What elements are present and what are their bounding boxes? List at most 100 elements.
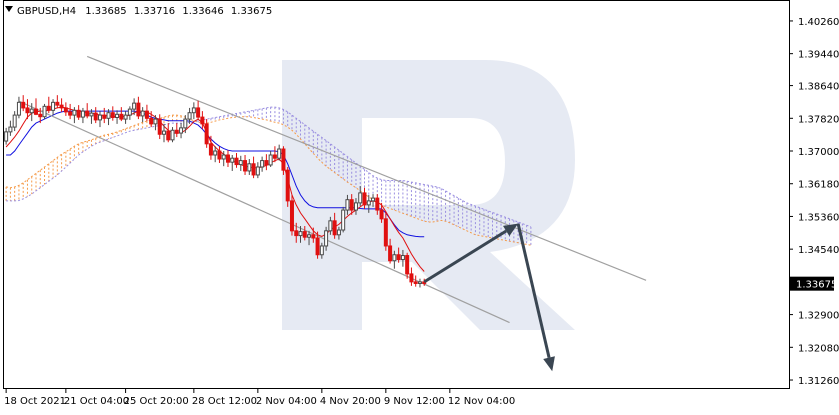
- y-tick-label: 1.39440: [798, 50, 839, 61]
- candle-body: [281, 148, 286, 171]
- candle-body: [307, 234, 312, 238]
- candle: [358, 186, 363, 207]
- candle: [72, 107, 77, 124]
- candle: [366, 194, 371, 213]
- low-value: 1.33646: [182, 6, 223, 17]
- candle-body: [16, 101, 21, 116]
- candle-body: [42, 105, 47, 118]
- candle: [396, 247, 401, 263]
- x-tick-label: 28 Oct 12:00: [192, 396, 257, 407]
- candle: [221, 151, 226, 167]
- candle: [307, 230, 312, 246]
- open-value: 1.33685: [85, 6, 126, 17]
- candle: [285, 166, 290, 207]
- candle: [225, 150, 230, 167]
- candle: [153, 115, 158, 131]
- candle-body: [247, 163, 252, 172]
- current-price-tag: 1.33675: [790, 276, 837, 291]
- candle-body: [319, 245, 324, 256]
- candle-body: [345, 199, 350, 211]
- candle-body: [225, 154, 230, 163]
- y-tick-label: 1.40260: [798, 17, 839, 28]
- candle-body: [264, 160, 269, 166]
- candle-body: [353, 202, 358, 211]
- candle-body: [144, 110, 149, 119]
- candle: [80, 107, 85, 124]
- candle: [42, 103, 47, 120]
- senkou-span-a: [6, 114, 531, 246]
- candle: [187, 107, 192, 124]
- candle: [76, 105, 81, 120]
- svg-text:GBPUSD,H4 1.33685: GBPUSD,H4 1.33685 1.33716 1.33646 1.3367…: [17, 6, 272, 17]
- candle-body: [149, 117, 154, 125]
- candle: [144, 104, 149, 122]
- y-tick-label: 1.35360: [798, 212, 839, 223]
- y-tick-label: 1.32900: [798, 311, 839, 322]
- candle: [371, 194, 376, 207]
- candle-body: [268, 154, 273, 166]
- candle-body: [166, 130, 171, 141]
- chart-header: GBPUSD,H4 1.33685 1.33716 1.33646 1.3367…: [5, 6, 272, 17]
- candle-body: [33, 108, 38, 115]
- candle: [204, 119, 209, 148]
- candle-body: [4, 131, 9, 142]
- candle: [324, 226, 329, 251]
- triangle-down-icon[interactable]: [5, 6, 13, 12]
- candle: [294, 222, 299, 243]
- candle: [238, 155, 243, 171]
- candle: [255, 162, 260, 179]
- candle: [68, 103, 73, 120]
- close-value: 1.33675: [231, 6, 272, 17]
- candle-body: [379, 209, 384, 220]
- candle-body: [405, 255, 410, 275]
- candle: [315, 231, 320, 259]
- candle: [89, 109, 94, 124]
- x-tick-label: 12 Nov 04:00: [448, 396, 515, 407]
- candle-body: [289, 200, 294, 232]
- y-tick-label: 1.37000: [798, 147, 839, 158]
- x-tick-label: 2 Nov 04:00: [256, 396, 317, 407]
- candle-body: [243, 160, 248, 172]
- candle-body: [46, 105, 51, 111]
- candle-body: [55, 101, 60, 106]
- candle: [362, 187, 367, 209]
- candle-body: [251, 163, 256, 176]
- candle: [392, 250, 397, 269]
- candle-body: [136, 102, 141, 117]
- candle: [200, 111, 205, 130]
- candle-body: [336, 229, 341, 236]
- candle-body: [68, 111, 73, 116]
- candle-body: [230, 157, 235, 163]
- candle-body: [285, 169, 290, 202]
- candle: [4, 127, 9, 145]
- candle: [166, 123, 171, 143]
- candle-body: [204, 123, 209, 145]
- candle: [230, 155, 235, 171]
- ichimoku-cloud: [5, 106, 532, 246]
- candle-body: [157, 118, 162, 135]
- candle: [63, 102, 68, 116]
- current-price-label: 1.33675: [796, 280, 837, 291]
- x-tick-label: 21 Oct 04:00: [64, 396, 129, 407]
- candle-body: [255, 166, 260, 176]
- candle-body: [358, 192, 363, 204]
- x-tick-label: 4 Nov 20:00: [320, 396, 381, 407]
- candle: [161, 123, 166, 143]
- candle: [272, 146, 277, 163]
- forecast-arrow-line: [516, 223, 551, 358]
- candle-body: [106, 112, 111, 119]
- y-tick-label: 1.34540: [798, 245, 839, 256]
- candle-body: [217, 150, 222, 160]
- candle-body: [183, 118, 188, 129]
- candle-body: [383, 218, 388, 247]
- candle-body: [127, 108, 132, 116]
- candle: [268, 151, 273, 167]
- candle: [123, 111, 128, 124]
- candle-body: [213, 150, 218, 156]
- candle: [336, 226, 341, 240]
- candle: [277, 144, 282, 161]
- candle: [302, 226, 307, 241]
